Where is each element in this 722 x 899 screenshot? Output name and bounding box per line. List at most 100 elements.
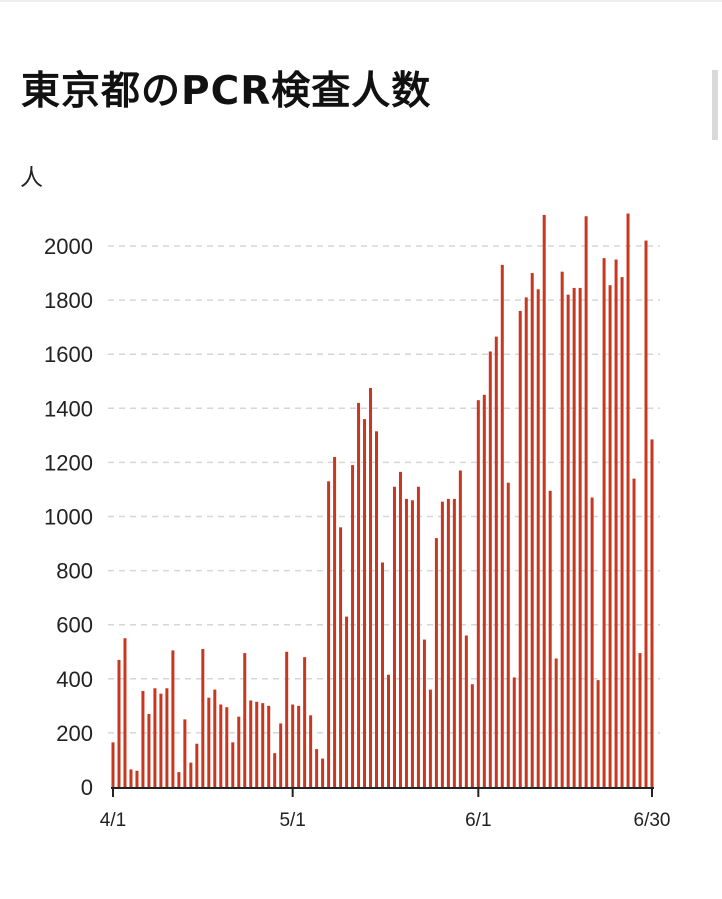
bar: [237, 716, 241, 787]
bar: [201, 649, 205, 787]
bar: [494, 336, 498, 787]
bar: [542, 214, 546, 787]
bar: [111, 742, 115, 787]
bar: [560, 271, 564, 787]
bar: [608, 285, 612, 787]
bar: [458, 470, 462, 787]
bar: [590, 497, 594, 787]
bar: [243, 653, 247, 787]
bar: [381, 562, 384, 787]
bar: [231, 742, 235, 787]
scroll-edge[interactable]: [712, 70, 718, 140]
bar: [357, 402, 361, 787]
y-tick-label: 1000: [44, 505, 93, 530]
bar: [333, 456, 337, 787]
bar: [524, 297, 528, 787]
y-tick-labels: 0 200 400 600 800 1000 1200 1400 1600 1800 2000: [44, 234, 93, 800]
bar: [404, 498, 408, 787]
bar: [159, 693, 163, 787]
bar: [273, 753, 277, 787]
bar: [291, 704, 295, 787]
bar: [578, 287, 582, 787]
bar: [392, 486, 396, 787]
bar: [554, 658, 558, 787]
bar: [452, 498, 456, 787]
bar: [416, 486, 420, 787]
bar: [500, 264, 504, 787]
bar: [548, 490, 552, 787]
bar: [117, 659, 121, 787]
bar: [297, 705, 301, 787]
bar: [267, 705, 271, 787]
bar: [129, 769, 133, 787]
bar: [213, 689, 217, 787]
bar: [602, 258, 606, 787]
y-tick-label: 400: [56, 667, 93, 692]
bar: [147, 713, 151, 787]
bar: [123, 638, 127, 787]
bar: [285, 651, 289, 787]
y-axis-unit: 人: [20, 165, 43, 191]
bar: [518, 310, 522, 787]
bar: [434, 538, 438, 787]
y-tick-label: 200: [56, 721, 93, 746]
bar: [219, 704, 223, 787]
bar: [171, 650, 175, 787]
bar: [428, 689, 432, 787]
bar: [638, 653, 642, 787]
bar: [536, 289, 540, 787]
bar: [584, 216, 588, 787]
y-tick-label: 1200: [44, 450, 93, 475]
x-tick-label: 5/1: [279, 810, 305, 831]
bar: [398, 471, 402, 787]
bar: [410, 500, 414, 787]
bar: [135, 770, 139, 787]
bar: [249, 700, 253, 787]
bar: [339, 527, 343, 787]
x-tick-label: 4/1: [100, 810, 126, 831]
bar: [363, 419, 367, 787]
y-tick-label: 1400: [44, 396, 93, 421]
bar: [327, 481, 331, 787]
bar: [375, 431, 379, 787]
y-tick-label: 800: [56, 559, 93, 584]
bar: [207, 697, 211, 787]
bar: [303, 657, 307, 787]
x-tick-label: 6/1: [465, 810, 491, 831]
bar: [189, 762, 193, 787]
chart-title: 東京都のPCR検査人数: [21, 69, 432, 114]
bar: [422, 639, 426, 787]
bar: [620, 277, 624, 787]
bar: [369, 388, 373, 787]
bar: [153, 688, 157, 787]
bar: [470, 684, 474, 787]
bar: [530, 273, 534, 787]
bar: [596, 680, 600, 787]
bar: [482, 394, 486, 787]
bar: [345, 616, 349, 787]
bar: [626, 213, 630, 788]
bar: [279, 723, 283, 787]
bar: [321, 758, 325, 787]
bar: [440, 501, 444, 787]
bar: [644, 240, 648, 788]
bar: [386, 674, 390, 787]
bar: [488, 351, 492, 787]
bar: [225, 707, 229, 787]
bar: [195, 743, 199, 787]
bar: [476, 400, 480, 787]
bar: [566, 294, 570, 787]
bar: [614, 259, 618, 787]
bar: [183, 719, 187, 788]
y-tick-label: 0: [81, 775, 93, 800]
bar: [261, 703, 265, 787]
y-tick-label: 2000: [44, 234, 93, 259]
x-axis: 4/1 5/1 6/1 6/30: [100, 787, 670, 831]
y-tick-label: 1800: [44, 288, 93, 313]
top-divider: [0, 0, 722, 2]
bar: [446, 498, 450, 787]
bar: [572, 287, 576, 787]
bar: [512, 677, 516, 787]
bar: [315, 749, 319, 787]
